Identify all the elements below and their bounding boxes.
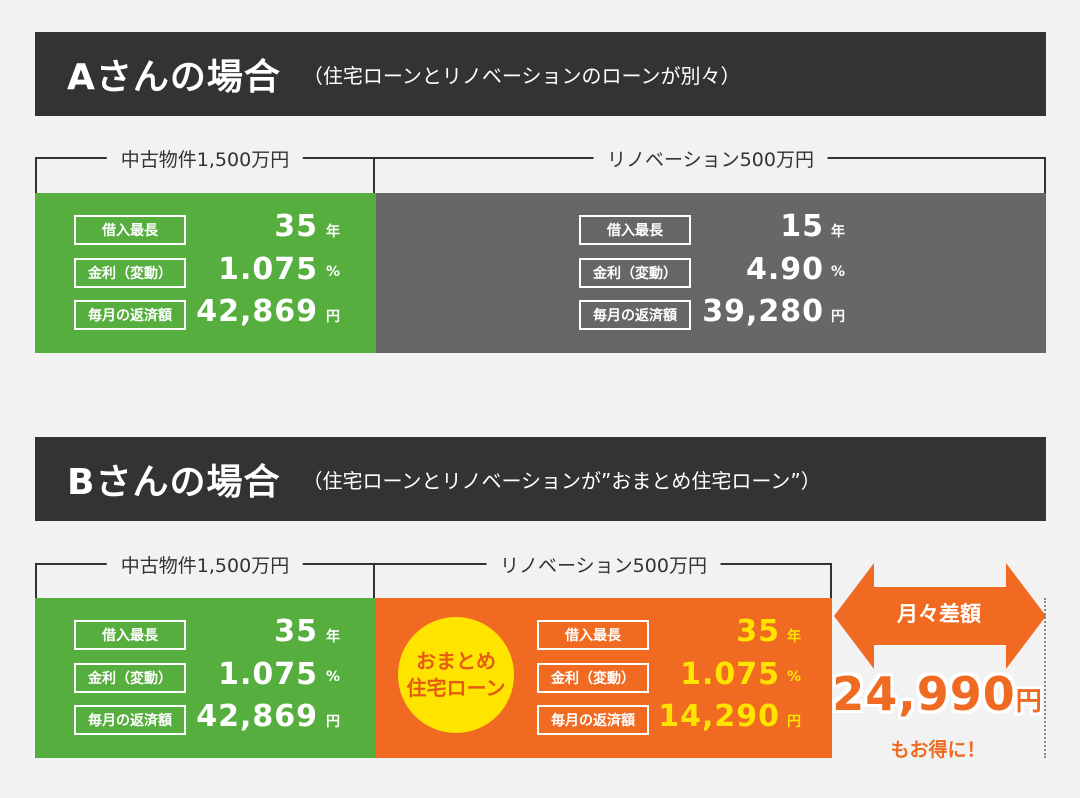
payment-row: 毎月の返済額 39,280 円 (376, 294, 1046, 330)
term-value: 15 (780, 209, 824, 244)
rate-unit: % (326, 669, 341, 685)
payment-unit: 円 (326, 714, 340, 730)
payment-unit: 円 (326, 309, 340, 325)
case-a-left-panel: 借入最長 35 年 金利（変動） 1.075 % 毎月の返済額 42,869 円 (35, 193, 376, 353)
rate-tag: 金利（変動） (74, 258, 186, 288)
badge-line1: おまとめ (416, 649, 496, 673)
rate-tag: 金利（変動） (579, 258, 691, 288)
rate-tag: 金利（変動） (537, 663, 649, 693)
term-tag: 借入最長 (579, 215, 691, 245)
term-unit: 年 (787, 629, 801, 645)
term-unit: 年 (831, 224, 845, 240)
monthly-diff-label: 月々差額 (897, 602, 981, 626)
case-a-header: Aさんの場合 （住宅ローンとリノベーションのローンが別々） (35, 32, 1046, 116)
term-row: 借入最長 35 年 (35, 614, 376, 650)
term-row: 借入最長 15 年 (376, 209, 1046, 245)
payment-tag: 毎月の返済額 (579, 300, 691, 330)
rate-value: 1.075 (218, 657, 318, 692)
payment-value: 39,280 (702, 294, 824, 329)
payment-row: 毎月の返済額 42,869 円 (35, 699, 376, 735)
case-a-title: Aさんの場合 (67, 57, 281, 98)
monthly-diff-value: 24,990 (832, 667, 1016, 721)
rate-value: 1.075 (218, 252, 318, 287)
payment-tag: 毎月の返済額 (74, 300, 186, 330)
case-b-left-bracket: 中古物件1,500万円 (35, 551, 375, 599)
payment-unit: 円 (787, 714, 801, 730)
term-tag: 借入最長 (74, 215, 186, 245)
term-row: 借入最長 35 年 (376, 614, 832, 650)
double-arrow-icon (834, 563, 1046, 669)
case-b-subtitle: （住宅ローンとリノベーションが”おまとめ住宅ローン”） (302, 468, 821, 493)
monthly-diff-amount: 24,990円 (824, 667, 1050, 721)
rate-row: 金利（変動） 1.075 % (35, 657, 376, 693)
case-a-left-label: 中古物件1,500万円 (106, 145, 304, 172)
payment-value: 42,869 (196, 294, 318, 329)
term-tag: 借入最長 (74, 620, 186, 650)
payment-tag: 毎月の返済額 (74, 705, 186, 735)
term-tag: 借入最長 (537, 620, 649, 650)
case-a-right-label: リノベーション500万円 (593, 145, 828, 172)
monthly-diff-note: もお得に！ (890, 739, 986, 761)
badge-line2: 住宅ローン (406, 676, 506, 700)
term-value: 35 (274, 614, 318, 649)
payment-unit: 円 (831, 309, 845, 325)
case-b-right-label: リノベーション500万円 (486, 551, 721, 578)
rate-value: 1.075 (680, 657, 780, 692)
case-b-header: Bさんの場合 （住宅ローンとリノベーションが”おまとめ住宅ローン”） (35, 437, 1046, 521)
case-a-right-bracket: リノベーション500万円 (375, 145, 1046, 193)
payment-row: 毎月の返済額 42,869 円 (35, 294, 376, 330)
omatome-badge: おまとめ 住宅ローン (398, 617, 514, 733)
case-a-right-panel: 借入最長 15 年 金利（変動） 4.90 % 毎月の返済額 39,280 円 (376, 193, 1046, 353)
rate-unit: % (831, 264, 846, 280)
rate-unit: % (326, 264, 341, 280)
case-b-title: Bさんの場合 (67, 462, 281, 503)
rate-row: 金利（変動） 1.075 % (376, 657, 832, 693)
term-value: 35 (736, 614, 780, 649)
term-row: 借入最長 35 年 (35, 209, 376, 245)
case-a-left-bracket: 中古物件1,500万円 (35, 145, 375, 193)
monthly-diff-unit: 円 (1015, 687, 1042, 717)
term-value: 35 (274, 209, 318, 244)
rate-tag: 金利（変動） (74, 663, 186, 693)
rate-row: 金利（変動） 1.075 % (35, 252, 376, 288)
case-b-left-label: 中古物件1,500万円 (106, 551, 304, 578)
term-unit: 年 (326, 224, 340, 240)
payment-tag: 毎月の返済額 (537, 705, 649, 735)
rate-value: 4.90 (745, 252, 824, 287)
payment-value: 42,869 (196, 699, 318, 734)
payment-row: 毎月の返済額 14,290 円 (376, 699, 832, 735)
case-a-subtitle: （住宅ローンとリノベーションのローンが別々） (302, 63, 741, 88)
term-unit: 年 (326, 629, 340, 645)
rate-unit: % (787, 669, 802, 685)
case-b-left-panel: 借入最長 35 年 金利（変動） 1.075 % 毎月の返済額 42,869 円 (35, 598, 376, 758)
payment-value: 14,290 (658, 699, 780, 734)
case-b-right-bracket: リノベーション500万円 (375, 551, 832, 599)
rate-row: 金利（変動） 4.90 % (376, 252, 1046, 288)
divider-dotted (1044, 598, 1046, 758)
